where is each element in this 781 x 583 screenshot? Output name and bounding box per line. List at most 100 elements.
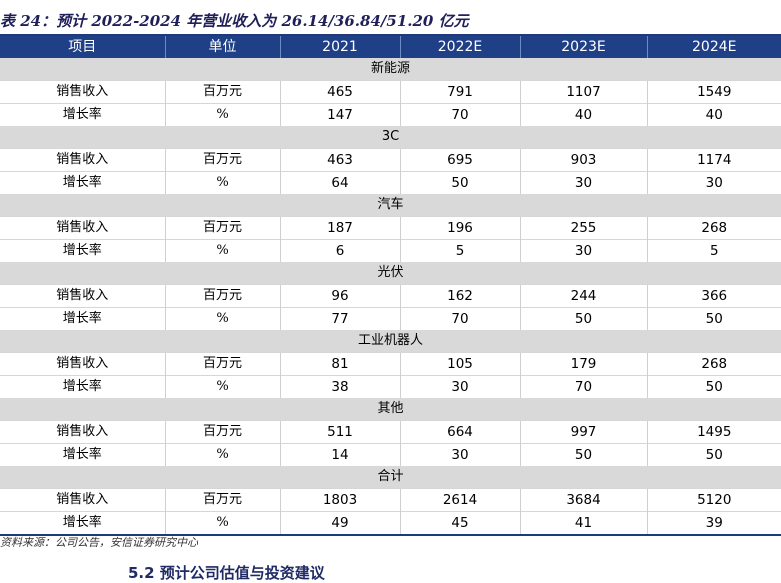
unit-cell: 百万元 [164,148,280,172]
category-label: 合计 [0,466,781,489]
table-row: 销售收入 百万元 1803 2614 3684 5120 [0,488,781,512]
item-cell: 销售收入 [0,488,165,512]
category-label: 工业机器人 [0,330,781,353]
value-cell: 244 [519,284,647,308]
value-cell: 30 [519,239,647,262]
header-2022e: 2022E [399,36,520,58]
value-cell: 255 [519,216,647,240]
value-cell: 1107 [519,80,647,104]
value-cell: 50 [519,443,647,466]
table-row: 增长率% 147 70 40 40 [0,103,781,126]
next-section-heading: 5.2 预计公司估值与投资建议 [128,564,325,582]
value-cell: 70 [519,375,647,398]
value-cell: 77 [279,307,400,330]
unit-cell: 百万元 [164,488,280,512]
value-cell: 1803 [279,488,400,512]
item-cell: 销售收入 [0,420,165,444]
table-row: 增长率% 77 70 50 50 [0,307,781,330]
header-unit: 单位 [164,36,280,58]
value-cell: 5 [646,239,781,262]
category-row: 新能源 [0,58,781,81]
item-cell: 增长率 [0,511,165,536]
value-cell: 997 [519,420,647,444]
value-cell: 268 [646,216,781,240]
value-cell: 45 [399,511,520,536]
value-cell: 50 [399,171,520,194]
value-cell: 50 [646,307,781,330]
value-cell: 5120 [646,488,781,512]
item-cell: 增长率 [0,443,165,466]
value-cell: 40 [519,103,647,126]
value-cell: 30 [399,443,520,466]
category-label: 3C [0,126,781,149]
value-cell: 147 [279,103,400,126]
value-cell: 268 [646,352,781,376]
value-cell: 695 [399,148,520,172]
value-cell: 187 [279,216,400,240]
category-row: 工业机器人 [0,330,781,353]
item-cell: 增长率 [0,239,165,262]
value-cell: 81 [279,352,400,376]
unit-cell: % [164,375,280,398]
table-row: 销售收入 百万元 96 162 244 366 [0,284,781,308]
value-cell: 2614 [399,488,520,512]
value-cell: 30 [399,375,520,398]
value-cell: 64 [279,171,400,194]
table-body: 新能源 销售收入 百万元 465 791 1107 1549 增长率% 147 70 40 40 3C 销… [0,58,781,536]
value-cell: 30 [646,171,781,194]
table-row: 增长率% 49 45 41 39 [0,511,781,536]
unit-cell: % [164,307,280,330]
value-cell: 664 [399,420,520,444]
value-cell: 30 [519,171,647,194]
item-cell: 增长率 [0,307,165,330]
unit-cell: 百万元 [164,80,280,104]
value-cell: 791 [399,80,520,104]
header-2023e: 2023E [519,36,647,58]
item-cell: 销售收入 [0,80,165,104]
header-2021: 2021 [279,36,400,58]
unit-cell: 百万元 [164,352,280,376]
value-cell: 1549 [646,80,781,104]
value-cell: 70 [399,103,520,126]
header-2024e: 2024E [646,36,781,58]
unit-cell: % [164,511,280,536]
item-cell: 增长率 [0,103,165,126]
value-cell: 6 [279,239,400,262]
value-cell: 105 [399,352,520,376]
unit-cell: 百万元 [164,216,280,240]
value-cell: 49 [279,511,400,536]
value-cell: 50 [646,375,781,398]
source-note: 资料来源：公司公告，安信证券研究中心 [0,536,198,549]
table-row: 增长率% 14 30 50 50 [0,443,781,466]
unit-cell: % [164,171,280,194]
item-cell: 销售收入 [0,284,165,308]
value-cell: 162 [399,284,520,308]
table-row: 销售收入 百万元 463 695 903 1174 [0,148,781,172]
value-cell: 39 [646,511,781,536]
category-row: 汽车 [0,194,781,217]
unit-cell: 百万元 [164,284,280,308]
item-cell: 销售收入 [0,216,165,240]
value-cell: 14 [279,443,400,466]
table-row: 增长率% 6 5 30 5 [0,239,781,262]
item-cell: 增长率 [0,171,165,194]
item-cell: 销售收入 [0,148,165,172]
value-cell: 41 [519,511,647,536]
value-cell: 903 [519,148,647,172]
category-row: 其他 [0,398,781,421]
table-caption: 表 24：预计 2022-2024 年营业收入为 26.14/36.84/51.… [0,12,469,30]
revenue-forecast-table: 项目 单位 2021 2022E 2023E 2024E 新能源 销售收入 百万元 4… [0,36,781,536]
category-label: 光伏 [0,262,781,285]
value-cell: 40 [646,103,781,126]
value-cell: 179 [519,352,647,376]
value-cell: 50 [519,307,647,330]
value-cell: 38 [279,375,400,398]
header-item: 项目 [0,36,165,58]
item-cell: 销售收入 [0,352,165,376]
value-cell: 196 [399,216,520,240]
value-cell: 5 [399,239,520,262]
value-cell: 366 [646,284,781,308]
category-label: 新能源 [0,58,781,81]
category-label: 汽车 [0,194,781,217]
table-row: 销售收入 百万元 511 664 997 1495 [0,420,781,444]
